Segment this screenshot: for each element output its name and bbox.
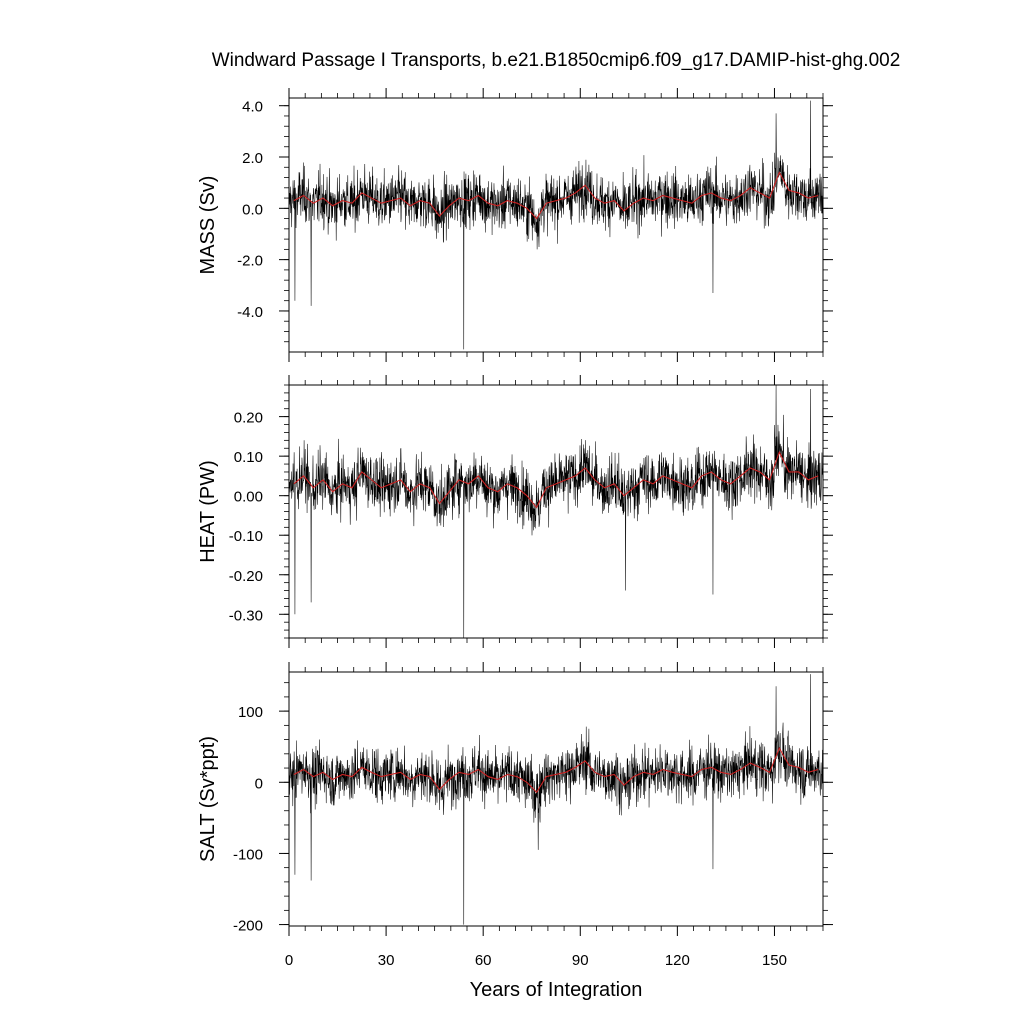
- x-axis-label: Years of Integration: [470, 979, 643, 1001]
- y-tick-label: 0.0: [242, 201, 263, 218]
- y-tick-label: 4.0: [242, 99, 263, 116]
- chart-title: Windward Passage I Transports, b.e21.B18…: [212, 50, 901, 71]
- x-axis: 0 30 60 90 120 150: [285, 952, 787, 969]
- salt-y-axis-label: SALT (Sv*ppt): [197, 736, 219, 862]
- x-tick-label: 60: [475, 952, 492, 969]
- x-tick-label: 30: [378, 952, 395, 969]
- y-tick-label: -0.30: [229, 607, 263, 624]
- y-tick-label: 0: [255, 775, 263, 792]
- salt-monthly-series: [289, 674, 823, 925]
- heat-panel: 0.20 0.10 0.00 -0.10 -0.20 -0.30 HEAT (PW): [197, 375, 833, 648]
- heat-monthly-series: [289, 385, 823, 638]
- x-tick-label: 150: [762, 952, 787, 969]
- y-tick-label: 2.0: [242, 150, 263, 167]
- salt-smoothed-series: [293, 746, 819, 794]
- heat-y-axis-label: HEAT (PW): [197, 460, 219, 563]
- mass-monthly-series: [289, 100, 823, 350]
- y-tick-label: -200: [233, 918, 263, 935]
- salt-panel: 100 0 -100 -200 SALT (Sv*ppt): [197, 662, 833, 936]
- y-tick-label: 0.20: [234, 410, 263, 427]
- x-tick-label: 120: [665, 952, 690, 969]
- salt-frame: [288, 671, 824, 927]
- mass-panel: 4.0 2.0 0.0 -2.0 -4.0 MASS (Sv): [197, 88, 833, 362]
- y-tick-label: 0.10: [234, 449, 263, 466]
- mass-y-axis-label: MASS (Sv): [197, 176, 219, 275]
- y-tick-label: -4.0: [237, 304, 263, 321]
- y-tick-label: 100: [238, 704, 263, 721]
- mass-smoothed-series: [293, 171, 819, 220]
- y-tick-label: -0.10: [229, 528, 263, 545]
- y-tick-label: -100: [233, 846, 263, 863]
- y-tick-label: -0.20: [229, 568, 263, 585]
- heat-smoothed-series: [293, 450, 819, 509]
- y-tick-label: 0.00: [234, 489, 263, 506]
- y-tick-label: -2.0: [237, 253, 263, 270]
- x-tick-label: 0: [285, 952, 293, 969]
- mass-frame: [288, 97, 824, 353]
- heat-frame: [288, 384, 824, 639]
- x-tick-label: 90: [572, 952, 589, 969]
